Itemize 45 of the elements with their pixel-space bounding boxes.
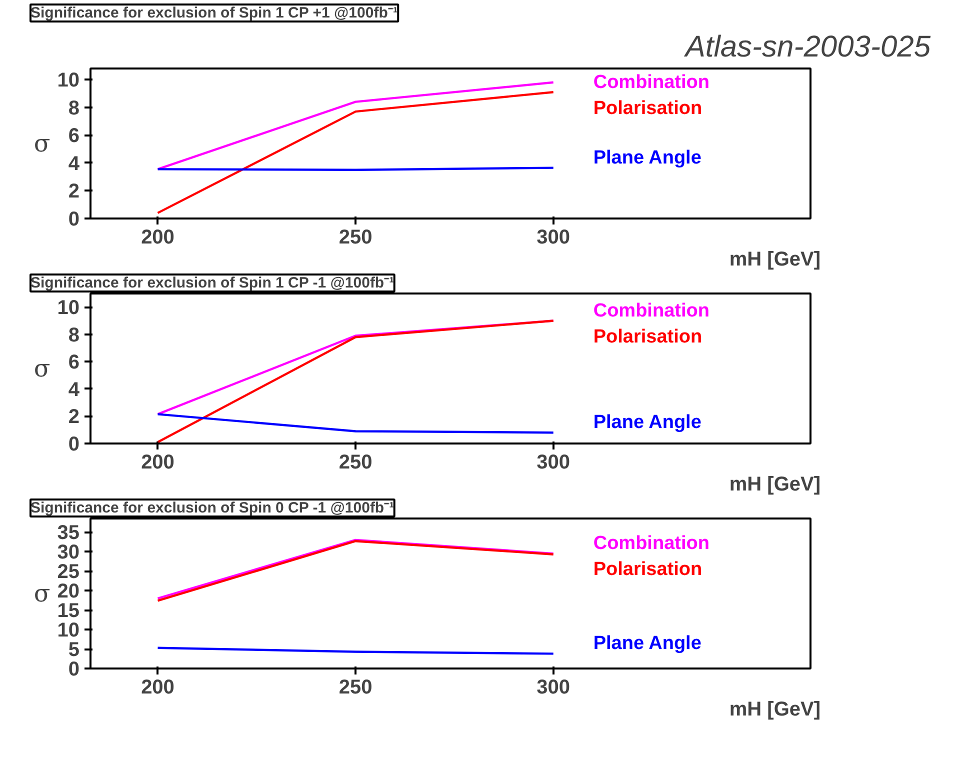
text: Plane Angle	[593, 633, 702, 654]
x-tick-label: 250	[338, 226, 372, 248]
y-tick-label: 0	[68, 434, 80, 456]
x-axis-title: mH [GeV]	[729, 698, 820, 720]
x-tick-label: 300	[536, 676, 570, 698]
text: Polarisation	[593, 326, 702, 348]
y-tick-label: 35	[57, 522, 80, 544]
text: Combination	[593, 72, 710, 93]
text: Plane Angle	[593, 147, 702, 168]
x-tick-label: 300	[536, 452, 570, 474]
y-tick-label: 4	[68, 378, 80, 401]
y-tick-label: 10	[57, 70, 80, 92]
y-tick-label: 10	[57, 620, 80, 642]
y-tick-label: 2	[68, 406, 80, 428]
x-tick-label: 200	[141, 676, 174, 698]
y-tick-label: 2	[68, 180, 80, 203]
y-tick-label: 5	[68, 639, 80, 662]
x-tick-label: 300	[536, 226, 570, 248]
y-axis-title: σ	[34, 580, 50, 608]
x-tick-label: 250	[338, 452, 372, 474]
x-tick-label: 200	[141, 226, 174, 248]
y-axis-title: σ	[34, 354, 50, 382]
y-tick-label: 0	[68, 658, 80, 680]
y-tick-label: 20	[57, 580, 80, 603]
y-tick-label: 0	[68, 208, 80, 230]
y-tick-label: 8	[68, 324, 80, 346]
x-tick-label: 250	[338, 676, 372, 698]
y-tick-label: 6	[68, 125, 80, 148]
y-tick-label: 25	[57, 561, 80, 584]
x-axis-title: mH [GeV]	[729, 474, 820, 496]
text: Atlas-sn-2003-025	[683, 30, 931, 64]
text: Combination	[593, 300, 710, 322]
y-tick-label: 8	[68, 97, 80, 120]
y-axis-title: σ	[34, 130, 50, 158]
text: Polarisation	[593, 98, 702, 119]
y-tick-label: 30	[57, 542, 80, 564]
text: Polarisation	[593, 559, 702, 580]
x-axis-title: mH [GeV]	[729, 248, 820, 270]
x-tick-label: 200	[141, 452, 174, 474]
y-tick-label: 6	[68, 352, 80, 374]
y-tick-label: 10	[57, 297, 80, 320]
y-tick-label: 4	[68, 152, 80, 175]
text: Plane Angle	[593, 412, 702, 434]
text: Combination	[593, 533, 710, 554]
y-tick-label: 15	[57, 600, 80, 622]
